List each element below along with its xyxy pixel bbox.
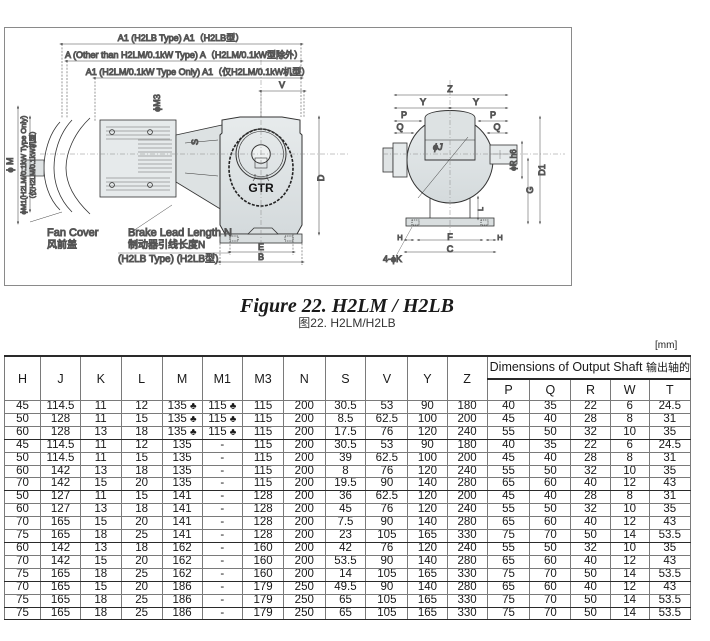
svg-text:V: V xyxy=(279,80,285,90)
svg-text:S: S xyxy=(190,139,200,145)
svg-text:P: P xyxy=(490,110,496,120)
svg-text:Q: Q xyxy=(396,122,403,132)
svg-text:A (Other than H2LM/0.1kW Type): A (Other than H2LM/0.1kW Type) A（H2LM/0.… xyxy=(65,49,303,60)
svg-text:L: L xyxy=(478,207,485,211)
svg-text:图22. H2LM/H2LB: 图22. H2LM/H2LB xyxy=(298,316,395,330)
svg-text:B: B xyxy=(258,252,264,262)
svg-text:Y: Y xyxy=(473,97,479,107)
svg-text:A1 (H2LM/0.1kW Type Only) A1（: A1 (H2LM/0.1kW Type Only) A1（仅H2LM/0.1kW… xyxy=(86,66,310,77)
svg-text:C: C xyxy=(447,244,454,254)
svg-text:F: F xyxy=(447,232,453,242)
svg-text:ϕM3: ϕM3 xyxy=(152,94,162,112)
svg-text:D: D xyxy=(316,174,326,181)
svg-text:（仅H2LM/0.1kW机型）: （仅H2LM/0.1kW机型） xyxy=(28,127,37,202)
svg-text:ϕJ: ϕJ xyxy=(433,142,443,152)
svg-text:Q: Q xyxy=(493,122,500,132)
svg-text:E: E xyxy=(258,242,264,252)
svg-text:ϕ M: ϕ M xyxy=(5,157,15,172)
svg-text:ϕM1(H2LM/0.1kW Type Only): ϕM1(H2LM/0.1kW Type Only) xyxy=(19,115,28,214)
svg-text:P: P xyxy=(401,110,407,120)
svg-text:制动器引线长度N: 制动器引线长度N xyxy=(128,238,205,251)
svg-text:Z: Z xyxy=(447,84,453,94)
svg-text:H: H xyxy=(397,233,402,242)
svg-text:风前盖: 风前盖 xyxy=(47,238,77,251)
svg-text:4-ϕK: 4-ϕK xyxy=(383,254,402,264)
svg-text:H: H xyxy=(497,233,502,242)
svg-text:G: G xyxy=(525,186,535,193)
svg-text:Fan Cover: Fan Cover xyxy=(47,227,99,239)
svg-text:Figure 22. H2LM / H2LB: Figure 22. H2LM / H2LB xyxy=(239,295,454,317)
svg-text:Y: Y xyxy=(420,97,426,107)
svg-text:ϕR h6: ϕR h6 xyxy=(509,149,518,171)
svg-text:(H2LB Type) (H2LB型): (H2LB Type) (H2LB型) xyxy=(118,252,218,265)
svg-text:D1: D1 xyxy=(537,164,547,176)
svg-text:Brake Lead Length N: Brake Lead Length N xyxy=(128,227,232,239)
svg-text:A1 (H2LB Type) A1（H2LB型）: A1 (H2LB Type) A1（H2LB型） xyxy=(118,33,244,43)
